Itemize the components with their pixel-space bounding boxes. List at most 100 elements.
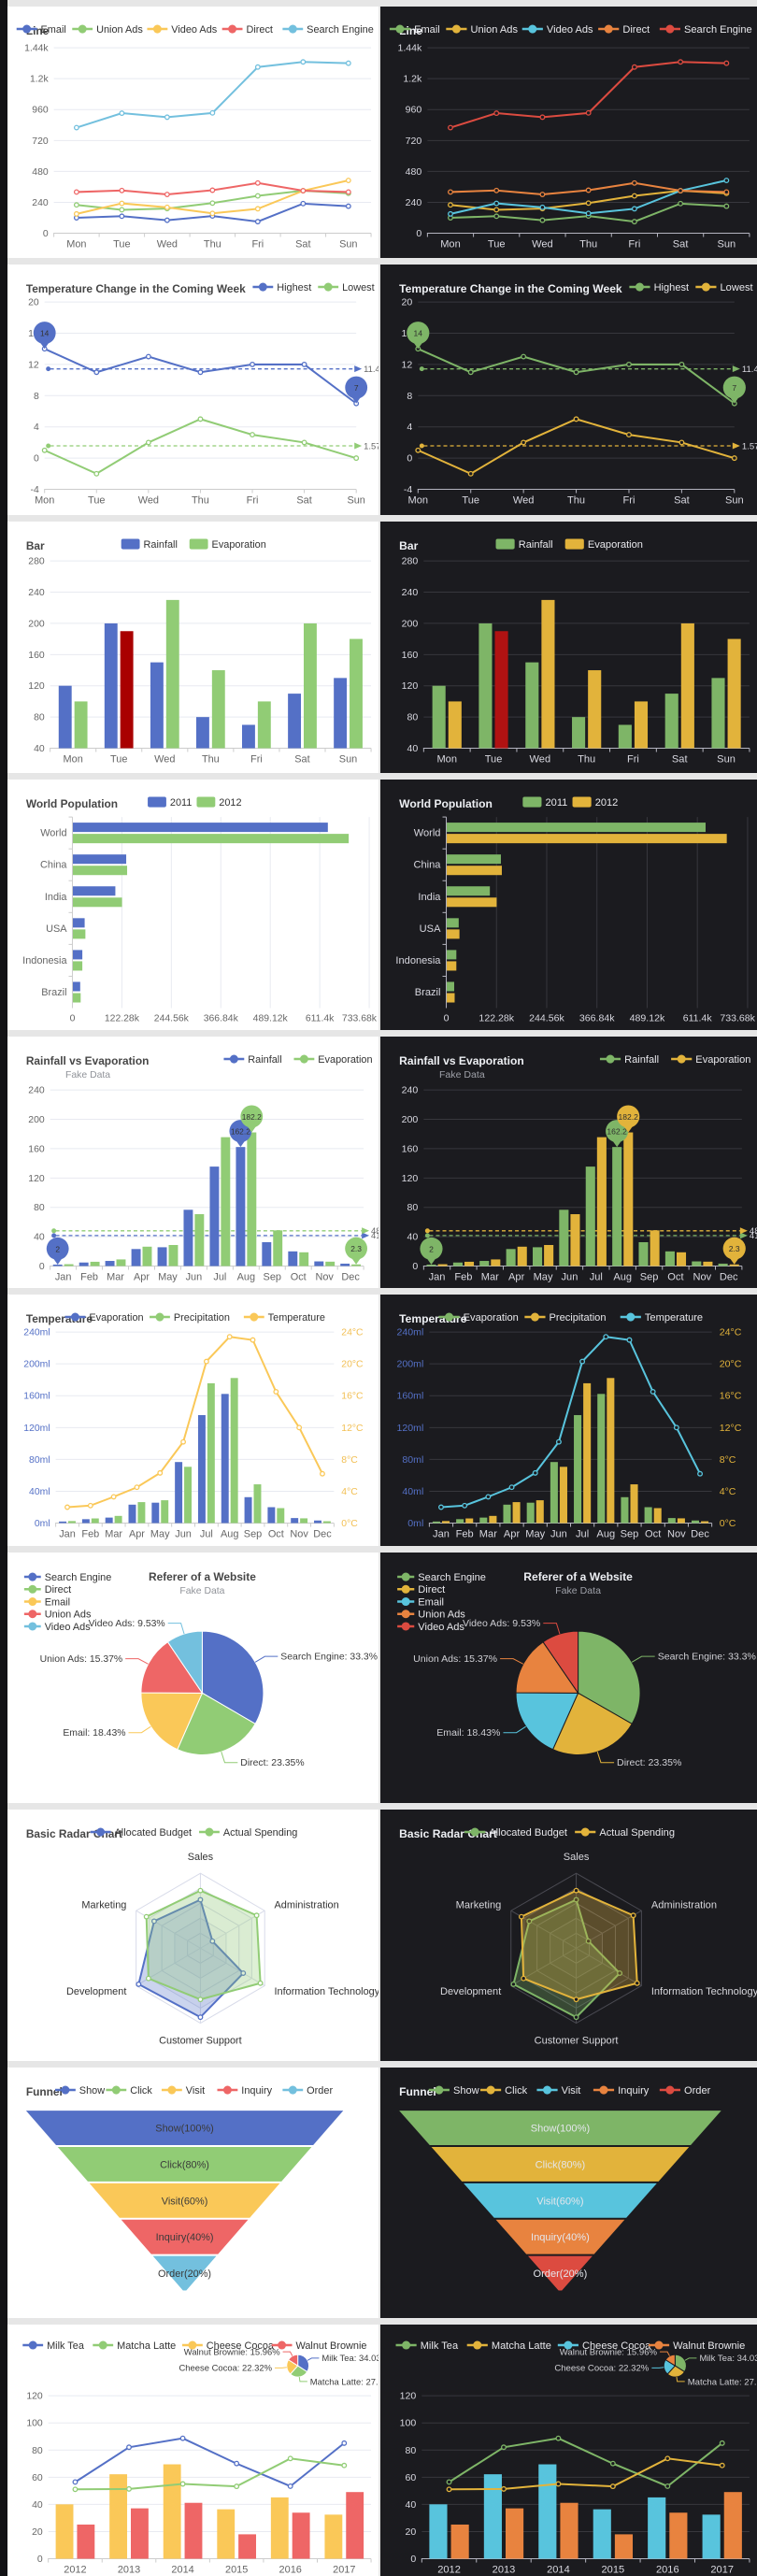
bar-evaporation: [273, 1230, 283, 1267]
legend-item-temperature[interactable]: Temperature: [243, 1312, 325, 1324]
legend-item-inquiry[interactable]: Inquiry: [593, 2085, 650, 2097]
legend-item-show[interactable]: Show: [428, 2085, 479, 2097]
legend-item-evaporation[interactable]: Evaporation: [564, 538, 643, 551]
x-axis-tick-label: 2012: [437, 2565, 461, 2576]
legend-item-order[interactable]: Order: [659, 2085, 711, 2097]
legend-item-video-ads[interactable]: Video Ads: [23, 1621, 91, 1632]
legend-item-highest[interactable]: Highest: [252, 281, 311, 293]
legend-item-inquiry[interactable]: Inquiry: [217, 2085, 273, 2097]
legend-item-email[interactable]: Email: [16, 24, 66, 36]
pie-slice-video-ads[interactable]: [166, 1630, 203, 1695]
legend-item-allocated-budget[interactable]: Allocated Budget: [464, 1827, 567, 1839]
pie-slice-union-ads[interactable]: [140, 1640, 204, 1694]
x-axis-tick-label: May: [534, 1272, 553, 1283]
bar-2012: [447, 929, 460, 939]
legend-item-direct[interactable]: Direct: [221, 24, 273, 36]
bar-cheese-cocoa: [270, 2497, 289, 2559]
bar-evaporation: [194, 1214, 205, 1267]
funnel-slice-show[interactable]: [399, 2110, 721, 2145]
legend-item-union-ads[interactable]: Union Ads: [446, 24, 518, 36]
funnel-slice-click[interactable]: [57, 2146, 312, 2182]
pie-slice-union-ads[interactable]: [515, 1640, 579, 1694]
legend-item-evaporation[interactable]: Evaporation: [64, 1312, 144, 1324]
pie-slice-search-engine[interactable]: [201, 1630, 264, 1724]
funnel-slice-inquiry[interactable]: [121, 2219, 249, 2254]
legend-item-allocated-budget[interactable]: Allocated Budget: [90, 1827, 192, 1839]
funnel-slice-order[interactable]: [152, 2255, 217, 2291]
legend-item-evaporation[interactable]: Evaporation: [671, 1054, 750, 1066]
legend-item-direct[interactable]: Direct: [397, 1584, 445, 1596]
legend-item-temperature[interactable]: Temperature: [620, 1312, 703, 1324]
legend-item-2012[interactable]: 2012: [196, 796, 242, 809]
legend-item-visit[interactable]: Visit: [536, 2085, 580, 2097]
legend-item-visit[interactable]: Visit: [161, 2085, 205, 2097]
legend-item-direct[interactable]: Direct: [598, 24, 650, 36]
legend-item-union-ads[interactable]: Union Ads: [397, 1609, 465, 1620]
funnel-slice-show[interactable]: [25, 2110, 344, 2145]
pie-slice-direct[interactable]: [551, 1692, 633, 1755]
pie-slice-walnut-brownie[interactable]: [664, 2354, 676, 2368]
y-axis-category-label: India: [418, 892, 441, 903]
legend-item-cheese-cocoa[interactable]: Cheese Cocoa: [181, 2340, 275, 2352]
legend-item-rainfall[interactable]: Rainfall: [121, 538, 178, 551]
legend-item-search-engine[interactable]: Search Engine: [659, 24, 752, 36]
legend-item-click[interactable]: Click: [106, 2085, 152, 2097]
legend-item-search-engine[interactable]: Search Engine: [282, 24, 374, 36]
legend-item-search-engine[interactable]: Search Engine: [397, 1571, 486, 1582]
legend-item-video-ads[interactable]: Video Ads: [147, 24, 218, 36]
legend-item-video-ads[interactable]: Video Ads: [521, 24, 593, 36]
legend-item-lowest[interactable]: Lowest: [318, 281, 375, 293]
funnel-slice-inquiry[interactable]: [495, 2219, 625, 2254]
legend-item-walnut-brownie[interactable]: Walnut Brownie: [271, 2340, 367, 2352]
legend-item-precipitation[interactable]: Precipitation: [150, 1312, 230, 1324]
legend-item-highest[interactable]: Highest: [629, 281, 689, 293]
legend-item-video-ads[interactable]: Video Ads: [397, 1621, 464, 1632]
pie-slice-search-engine[interactable]: [578, 1630, 641, 1724]
legend-item-2011[interactable]: 2011: [148, 796, 192, 809]
legend-item-email[interactable]: Email: [389, 24, 440, 36]
legend-item-union-ads[interactable]: Union Ads: [23, 1609, 92, 1620]
bar-walnut-brownie: [292, 2512, 310, 2559]
pie-slice-email[interactable]: [515, 1691, 579, 1750]
pie-slice-direct[interactable]: [177, 1692, 256, 1755]
x-axis-tick-label: Feb: [454, 1272, 472, 1283]
legend-item-2012[interactable]: 2012: [572, 796, 619, 809]
radar-indicator-label: Development: [66, 1986, 126, 1997]
funnel-slice-order[interactable]: [527, 2255, 593, 2291]
funnel-slice-visit[interactable]: [89, 2182, 280, 2218]
funnel-slice-click[interactable]: [431, 2146, 690, 2182]
legend-item-matcha-latte[interactable]: Matcha Latte: [93, 2340, 176, 2352]
legend-item-click[interactable]: Click: [479, 2085, 528, 2097]
pie-slice-email[interactable]: [140, 1691, 204, 1750]
legend-item-milk-tea[interactable]: Milk Tea: [22, 2340, 85, 2352]
legend-item-email[interactable]: Email: [397, 1596, 444, 1608]
legend-item-milk-tea[interactable]: Milk Tea: [395, 2340, 459, 2352]
legend-item-search-engine[interactable]: Search Engine: [23, 1571, 111, 1582]
pie-slice-walnut-brownie[interactable]: [287, 2354, 299, 2368]
legend-item-evaporation[interactable]: Evaporation: [189, 538, 266, 551]
legend-item-union-ads[interactable]: Union Ads: [72, 24, 143, 36]
legend-item-matcha-latte[interactable]: Matcha Latte: [466, 2340, 551, 2352]
funnel-slice-visit[interactable]: [464, 2182, 657, 2218]
pie-slice-video-ads[interactable]: [542, 1630, 579, 1695]
legend-item-cheese-cocoa[interactable]: Cheese Cocoa: [557, 2340, 651, 2352]
legend-item-rainfall[interactable]: Rainfall: [223, 1054, 282, 1066]
legend-item-show[interactable]: Show: [55, 2085, 105, 2097]
legend-item-rainfall[interactable]: Rainfall: [495, 538, 553, 551]
legend-item-rainfall[interactable]: Rainfall: [599, 1054, 659, 1066]
legend-item-direct[interactable]: Direct: [23, 1584, 71, 1596]
legend-item-actual-spending[interactable]: Actual Spending: [575, 1827, 675, 1839]
legend-item-walnut-brownie[interactable]: Walnut Brownie: [648, 2340, 745, 2352]
legend-item-evaporation[interactable]: Evaporation: [438, 1312, 519, 1324]
legend-item-evaporation[interactable]: Evaporation: [293, 1054, 373, 1066]
legend-item-email[interactable]: Email: [23, 1596, 70, 1608]
legend-item-2011[interactable]: 2011: [522, 796, 567, 809]
legend-item-lowest[interactable]: Lowest: [695, 281, 753, 293]
bar-evaporation: [175, 1462, 183, 1524]
bar-evaporation: [120, 631, 134, 749]
legend-item-precipitation[interactable]: Precipitation: [524, 1312, 607, 1324]
x-axis-tick-label: 2014: [171, 2565, 193, 2576]
legend-item-order[interactable]: Order: [282, 2085, 333, 2097]
x-axis-tick-label: 611.4k: [306, 1013, 335, 1023]
legend-item-actual-spending[interactable]: Actual Spending: [199, 1827, 297, 1839]
